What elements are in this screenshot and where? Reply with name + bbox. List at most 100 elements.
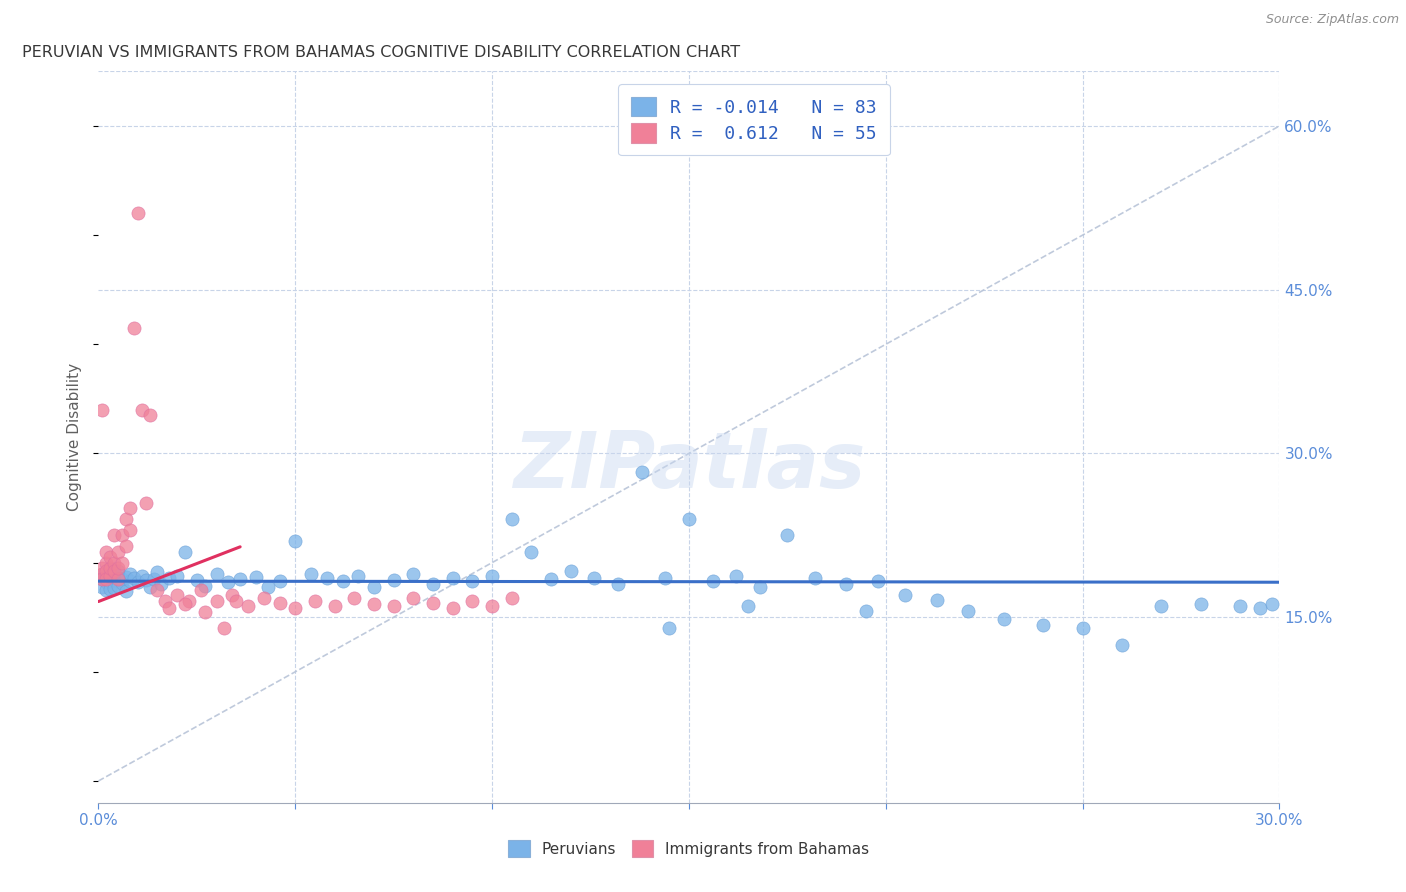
Point bbox=[957, 604, 980, 618]
Point bbox=[245, 570, 267, 584]
Point bbox=[501, 591, 523, 605]
Point bbox=[103, 573, 125, 587]
Point bbox=[737, 599, 759, 614]
Point bbox=[658, 621, 681, 635]
Point bbox=[98, 567, 121, 582]
Point bbox=[225, 594, 247, 608]
Point bbox=[107, 572, 129, 586]
Point bbox=[118, 523, 141, 537]
Point bbox=[363, 597, 385, 611]
Point bbox=[115, 584, 138, 599]
Point bbox=[91, 580, 114, 594]
Point bbox=[98, 550, 121, 565]
Point bbox=[111, 576, 134, 591]
Point bbox=[1032, 618, 1054, 632]
Point bbox=[98, 582, 121, 596]
Point bbox=[1150, 599, 1173, 614]
Point bbox=[402, 591, 425, 605]
Point bbox=[107, 565, 129, 579]
Point bbox=[122, 571, 145, 585]
Point bbox=[96, 568, 118, 582]
Point bbox=[155, 594, 177, 608]
Point bbox=[1071, 621, 1094, 635]
Y-axis label: Cognitive Disability: Cognitive Disability bbox=[67, 363, 83, 511]
Point bbox=[118, 501, 141, 516]
Point bbox=[776, 528, 799, 542]
Point bbox=[284, 601, 307, 615]
Point bbox=[1260, 597, 1282, 611]
Point bbox=[402, 566, 425, 581]
Point bbox=[256, 580, 278, 594]
Point bbox=[107, 561, 129, 575]
Point bbox=[91, 566, 114, 581]
Point bbox=[748, 580, 770, 594]
Point bbox=[221, 588, 243, 602]
Point bbox=[1249, 601, 1271, 615]
Text: ZIPatlas: ZIPatlas bbox=[513, 428, 865, 504]
Point bbox=[135, 573, 157, 587]
Point bbox=[111, 572, 134, 586]
Point bbox=[150, 577, 173, 591]
Point bbox=[96, 545, 118, 559]
Point bbox=[96, 556, 118, 570]
Point bbox=[299, 566, 322, 581]
Point bbox=[607, 577, 630, 591]
Point bbox=[103, 581, 125, 595]
Point bbox=[135, 495, 157, 509]
Point bbox=[194, 578, 217, 592]
Point bbox=[118, 574, 141, 589]
Point bbox=[347, 568, 370, 582]
Point bbox=[157, 571, 180, 585]
Point bbox=[993, 612, 1015, 626]
Point bbox=[186, 573, 208, 587]
Point bbox=[166, 588, 188, 602]
Point bbox=[654, 571, 676, 585]
Point bbox=[96, 565, 118, 579]
Point bbox=[96, 572, 118, 586]
Point bbox=[217, 575, 239, 590]
Point bbox=[1189, 597, 1212, 611]
Point bbox=[91, 572, 114, 586]
Point bbox=[855, 604, 877, 618]
Point bbox=[461, 594, 484, 608]
Point bbox=[382, 573, 405, 587]
Point bbox=[520, 545, 543, 559]
Point bbox=[315, 571, 337, 585]
Point bbox=[142, 572, 165, 586]
Point bbox=[177, 594, 200, 608]
Point bbox=[236, 599, 259, 614]
Point bbox=[630, 465, 652, 479]
Point bbox=[866, 574, 889, 589]
Point bbox=[894, 588, 917, 602]
Point bbox=[205, 566, 228, 581]
Point bbox=[98, 568, 121, 582]
Point bbox=[583, 571, 606, 585]
Point bbox=[115, 570, 138, 584]
Point bbox=[174, 597, 197, 611]
Point bbox=[422, 596, 444, 610]
Point bbox=[103, 528, 125, 542]
Point bbox=[461, 574, 484, 589]
Point bbox=[304, 594, 326, 608]
Point bbox=[91, 566, 114, 581]
Point bbox=[115, 539, 138, 553]
Point bbox=[131, 568, 153, 582]
Point bbox=[214, 621, 236, 635]
Text: Source: ZipAtlas.com: Source: ZipAtlas.com bbox=[1265, 13, 1399, 27]
Point bbox=[702, 574, 724, 589]
Point bbox=[284, 533, 307, 548]
Point bbox=[925, 592, 948, 607]
Point bbox=[1229, 599, 1251, 614]
Point bbox=[146, 566, 169, 580]
Point bbox=[678, 512, 700, 526]
Point bbox=[205, 594, 228, 608]
Point bbox=[103, 565, 125, 579]
Point bbox=[269, 596, 291, 610]
Point bbox=[107, 571, 129, 585]
Point bbox=[343, 591, 366, 605]
Point bbox=[131, 402, 153, 417]
Point bbox=[91, 572, 114, 586]
Point bbox=[103, 566, 125, 580]
Point bbox=[229, 572, 252, 586]
Point bbox=[118, 566, 141, 581]
